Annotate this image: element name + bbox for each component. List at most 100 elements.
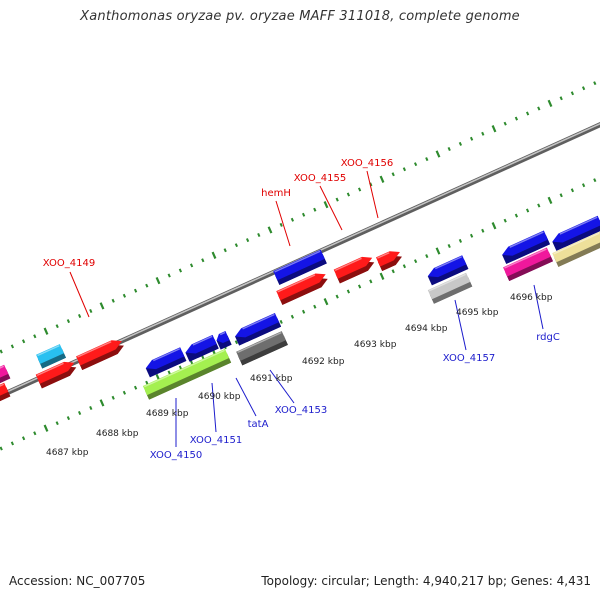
lower-tick-minor-tick [55, 421, 59, 426]
leader-xoo-4151 [211, 382, 217, 433]
gene-upper-blue-right [502, 230, 550, 264]
lower-tick-minor-tick [425, 254, 429, 259]
lower-tick-minor-tick [77, 410, 82, 416]
upper-tick-minor-tick [447, 146, 451, 152]
gene-red-lower-left [35, 361, 77, 389]
lower-tick-minor-tick [122, 390, 127, 395]
leader-xoo-4149 [69, 271, 90, 318]
upper-tick-minor-tick [111, 298, 115, 303]
upper-tick-minor-tick [357, 187, 362, 192]
upper-tick-minor-tick [514, 116, 519, 121]
tick-label: 4696 kbp [510, 293, 553, 303]
upper-tick-major-tick [547, 99, 553, 108]
upper-tick-minor-tick [458, 141, 463, 146]
lower-tick-minor-tick [313, 304, 317, 309]
lower-tick-minor-tick [234, 340, 239, 345]
lower-tick-minor-tick [335, 294, 339, 299]
lower-tick-major-tick [547, 196, 553, 205]
lower-tick-minor-tick [357, 284, 362, 289]
lower-tick-minor-tick [167, 370, 171, 375]
tick-label: 4695 kbp [456, 308, 499, 318]
leader-hemh [275, 200, 291, 247]
lower-tick-minor-tick [413, 259, 418, 264]
upper-tick-minor-tick [581, 86, 586, 91]
upper-tick-minor-tick [0, 349, 3, 354]
upper-tick-minor-tick [402, 167, 407, 172]
leader-xoo-4156 [366, 170, 379, 219]
lower-tick-major-tick [43, 424, 49, 432]
label-xoo-4157: XOO_4157 [443, 353, 495, 364]
gene-xoo-4151 [185, 334, 219, 362]
tick-label: 4690 kbp [198, 392, 241, 402]
upper-tick-major-tick [323, 201, 329, 209]
gene-khaki [552, 231, 600, 267]
lower-tick-minor-tick [369, 279, 373, 284]
leader-lines-layer [69, 170, 544, 447]
leader-xoo-4153 [269, 369, 295, 404]
gene-cyan [36, 344, 66, 369]
label-xoo-4149: XOO_4149 [43, 258, 95, 269]
lower-tick-minor-tick [391, 269, 395, 274]
gene-hemH-upper [273, 249, 327, 285]
gene-xoo-4150 [145, 347, 187, 378]
label-xoo-4156: XOO_4156 [341, 158, 393, 169]
lower-tick-minor-tick [514, 213, 519, 218]
tick-label: 4687 kbp [46, 448, 89, 458]
lower-tick-minor-tick [66, 416, 71, 421]
lower-tick-minor-tick [458, 238, 463, 243]
leader-rdgc [533, 284, 544, 330]
labels-layer: 4687 kbp 4688 kbp 4689 kbp 4690 kbp 4691 kbp… [43, 158, 560, 461]
upper-tick-major-tick [99, 302, 105, 310]
leader-xoo-4155 [319, 185, 343, 231]
lower-tick-minor-tick [133, 385, 138, 390]
gene-hemH [276, 273, 328, 305]
gene-xoo-4156 [376, 251, 402, 272]
upper-tick-minor-tick [570, 91, 575, 96]
lower-tick-minor-tick [503, 218, 507, 223]
topology-label: Topology: circular; Length: 4,940,217 bp… [261, 574, 591, 588]
upper-tick-major-tick [435, 150, 441, 158]
tick-label: 4693 kbp [354, 340, 397, 350]
upper-tick-minor-tick [66, 319, 71, 324]
lower-tick-minor-tick [10, 441, 15, 446]
leader-xoo-4157 [454, 299, 467, 351]
lower-tick-major-tick [99, 399, 105, 407]
label-xoo-4153: XOO_4153 [275, 405, 327, 416]
lower-tick-minor-tick [301, 309, 306, 314]
lower-tick-minor-tick [21, 436, 26, 441]
upper-tick-minor-tick [525, 111, 530, 116]
lower-tick-minor-tick [481, 228, 485, 233]
upper-tick-minor-tick [21, 339, 26, 344]
upper-tick-minor-tick [223, 248, 227, 253]
upper-tick-minor-tick [335, 197, 339, 202]
upper-tick-minor-tick [469, 136, 474, 141]
upper-tick-minor-tick [234, 243, 239, 248]
upper-tick-minor-tick [391, 172, 395, 177]
gene-rdgC [503, 247, 553, 281]
upper-tick-minor-tick [189, 263, 194, 268]
leader-tata [235, 377, 257, 417]
upper-tick-major-tick [267, 226, 273, 234]
upper-tick-minor-tick [245, 238, 250, 243]
upper-tick-minor-tick [413, 162, 418, 167]
lower-tick-minor-tick [593, 178, 597, 183]
gene-magenta-left [0, 364, 11, 386]
tick-label: 4689 kbp [146, 409, 189, 419]
lower-tick-minor-tick [525, 208, 530, 213]
lower-tick-minor-tick [201, 355, 205, 360]
upper-tick-minor-tick [133, 288, 138, 293]
upper-tick-minor-tick [77, 313, 82, 319]
upper-tick-minor-tick [559, 96, 563, 101]
label-rdgc: rdgC [536, 332, 560, 343]
upper-tick-minor-tick [301, 212, 306, 217]
upper-tick-major-tick [211, 251, 217, 259]
upper-tick-minor-tick [503, 121, 507, 126]
lower-tick-minor-tick [189, 360, 194, 365]
upper-tick-minor-tick [313, 207, 317, 212]
lower-tick-minor-tick [447, 243, 451, 249]
lower-tick-major-tick [491, 222, 497, 230]
upper-tick-major-tick [155, 276, 161, 285]
tick-label: 4694 kbp [405, 324, 448, 334]
lower-tick-minor-tick [0, 446, 3, 451]
